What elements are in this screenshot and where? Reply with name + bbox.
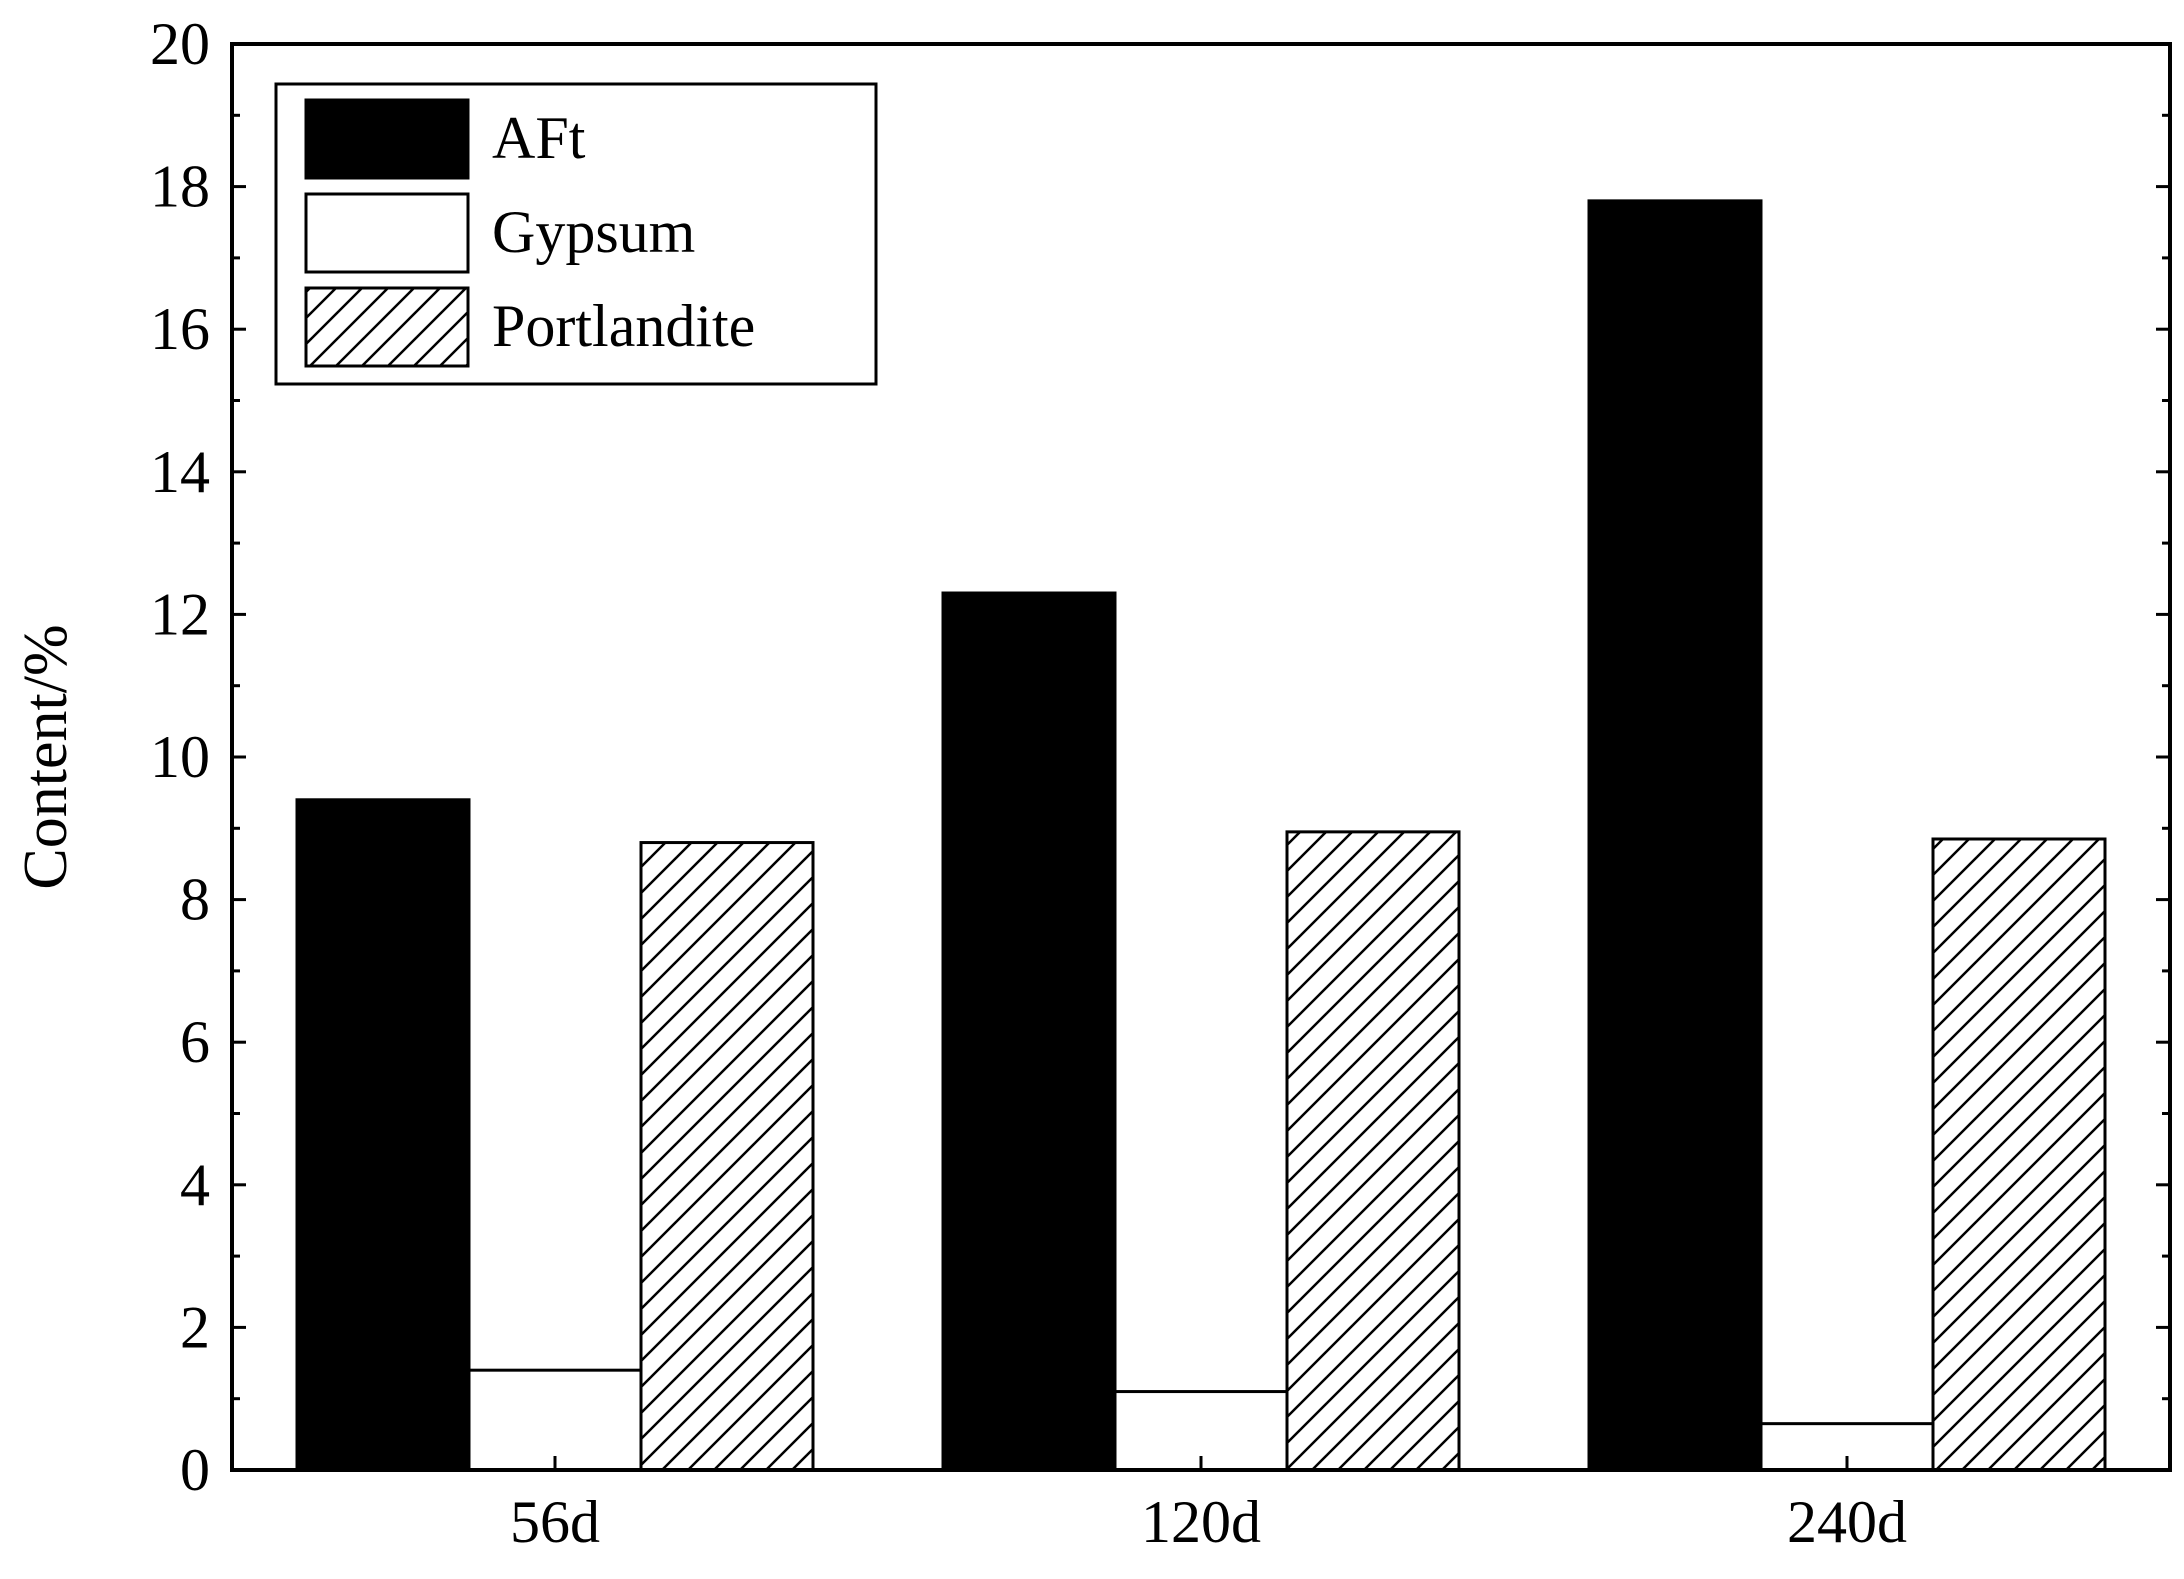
- legend-swatch-aft: [304, 98, 470, 180]
- legend-label-portlandite: Portlandite: [492, 293, 755, 359]
- y-tick-label: 16: [150, 296, 210, 362]
- y-axis-title: Content/%: [12, 624, 80, 889]
- bar-portlandite-120d: [1285, 830, 1461, 1472]
- bar-aft-240d: [1587, 199, 1763, 1472]
- x-tick-label: 56d: [510, 1489, 600, 1555]
- labels-layer: 0 2 4 6 8 10 12 14 16 18 20 56d 120d 240d: [150, 11, 1907, 1555]
- legend-swatch-gypsum: [304, 192, 470, 274]
- bar-portlandite-240d: [1931, 837, 2107, 1472]
- x-tick-label: 120d: [1141, 1489, 1261, 1555]
- y-tick-label: 18: [150, 154, 210, 220]
- legend-swatch-portlandite: [304, 286, 470, 368]
- y-tick-label: 10: [150, 724, 210, 790]
- y-tick-label: 6: [180, 1009, 210, 1075]
- bar-aft-56d: [295, 798, 471, 1472]
- bar-gypsum-56d: [467, 1368, 643, 1472]
- legend: AFt Gypsum Portlandite: [274, 82, 878, 386]
- bar-portlandite-56d: [639, 841, 815, 1472]
- bar-aft-120d: [941, 591, 1117, 1472]
- y-tick-label: 20: [150, 11, 210, 77]
- y-tick-label: 4: [180, 1152, 210, 1218]
- bars-layer: [295, 199, 2107, 1472]
- y-tick-label: 0: [180, 1437, 210, 1503]
- legend-label-aft: AFt: [492, 105, 586, 171]
- y-tick-label: 12: [150, 581, 210, 647]
- y-tick-label: 2: [180, 1294, 210, 1360]
- ticks-layer: [232, 42, 2170, 1472]
- x-tick-label: 240d: [1787, 1489, 1907, 1555]
- y-tick-label: 8: [180, 867, 210, 933]
- y-tick-label: 14: [150, 439, 210, 505]
- legend-label-gypsum: Gypsum: [492, 199, 695, 265]
